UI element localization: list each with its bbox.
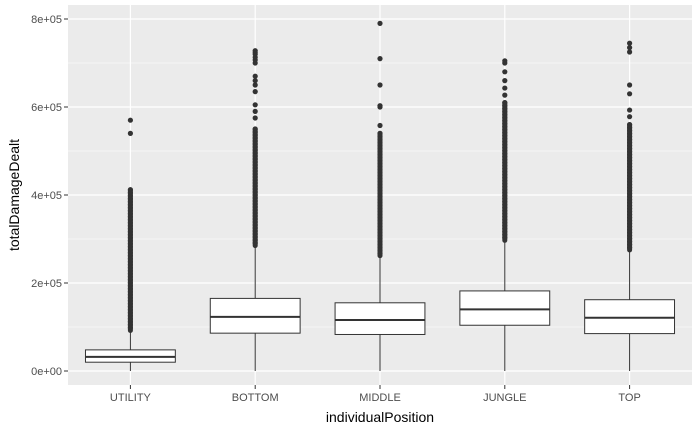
outlier-point — [627, 245, 633, 251]
outlier-point — [252, 78, 258, 84]
outlier-point — [377, 103, 383, 109]
box-bottom — [209, 48, 301, 371]
outlier-point — [627, 107, 633, 113]
x-axis-title: individualPosition — [326, 409, 434, 425]
y-tick-label: 6e+05 — [31, 102, 62, 114]
outlier-point — [252, 102, 258, 108]
iqr-box — [584, 299, 676, 335]
outlier-point — [627, 114, 633, 120]
iqr-box — [334, 302, 426, 335]
x-tick-label: JUNGLE — [483, 392, 526, 404]
outlier-point — [627, 45, 633, 51]
outlier-point — [127, 117, 133, 123]
y-axis-title: totalDamageDealt — [6, 139, 22, 251]
box-utility — [84, 117, 176, 371]
outlier-point — [252, 82, 258, 88]
outlier-point — [377, 20, 383, 26]
outlier-point — [252, 240, 258, 246]
outlier-point — [252, 73, 258, 79]
boxes-layer — [84, 20, 676, 371]
outlier-point — [502, 58, 508, 64]
y-tick-label: 4e+05 — [31, 190, 62, 202]
outlier-point — [627, 49, 633, 55]
iqr-box — [459, 290, 551, 326]
x-tick-label: BOTTOM — [232, 392, 279, 404]
outlier-point — [127, 325, 133, 331]
outlier-point — [502, 235, 508, 241]
outlier-point — [627, 91, 633, 97]
outlier-point — [252, 48, 258, 54]
y-tick-label: 0e+00 — [31, 366, 62, 378]
iqr-box — [209, 297, 301, 334]
outlier-point — [502, 78, 508, 84]
outlier-point — [502, 85, 508, 91]
outlier-point — [627, 40, 633, 46]
box-jungle — [459, 58, 551, 371]
x-axis-ticks: UTILITY BOTTOM MIDDLE JUNGLE TOP — [110, 385, 641, 404]
x-tick-label: MIDDLE — [359, 392, 401, 404]
x-tick-label: UTILITY — [110, 392, 152, 404]
x-tick-label: TOP — [618, 392, 640, 404]
y-tick-label: 8e+05 — [31, 14, 62, 26]
outlier-point — [502, 92, 508, 98]
outlier-point — [252, 115, 258, 121]
outlier-point — [252, 89, 258, 95]
outlier-point — [377, 56, 383, 62]
outlier-point — [627, 82, 633, 88]
outlier-point — [502, 69, 508, 75]
outlier-point — [377, 82, 383, 88]
outlier-point — [252, 108, 258, 114]
y-axis-ticks: 0e+00 2e+05 4e+05 6e+05 8e+05 — [31, 14, 68, 378]
y-tick-label: 2e+05 — [31, 278, 62, 290]
outlier-point — [377, 122, 383, 129]
box-top — [584, 40, 676, 371]
outlier-point — [127, 130, 133, 136]
outlier-point — [377, 250, 383, 256]
box-middle — [334, 20, 426, 371]
